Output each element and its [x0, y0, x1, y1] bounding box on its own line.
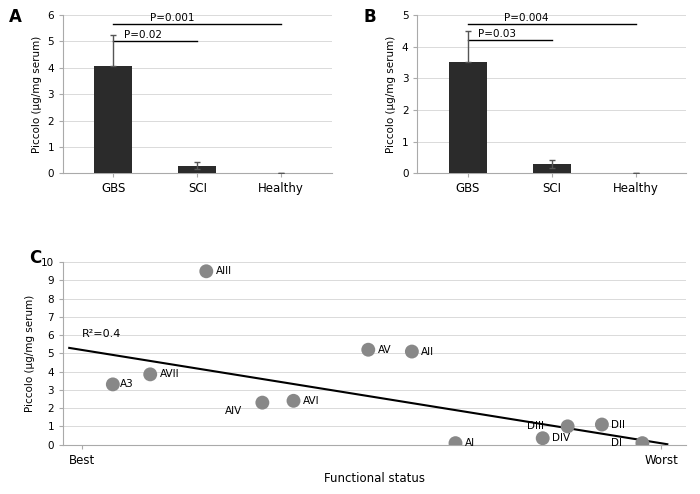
Point: [257, 399, 268, 407]
Text: P=0.03: P=0.03: [478, 29, 516, 39]
Text: DIV: DIV: [552, 433, 570, 443]
Text: AV: AV: [377, 345, 391, 355]
Text: A3: A3: [120, 379, 134, 389]
Point: [596, 420, 608, 428]
Point: [201, 267, 212, 275]
Point: [145, 370, 156, 378]
Point: [107, 380, 118, 388]
Point: [562, 422, 573, 430]
Y-axis label: Piccolo (µg/mg serum): Piccolo (µg/mg serum): [386, 36, 396, 153]
Text: AIII: AIII: [216, 266, 232, 276]
Bar: [449, 62, 486, 173]
Bar: [178, 165, 216, 173]
Text: AII: AII: [421, 347, 434, 357]
Text: B: B: [364, 8, 377, 27]
Text: A: A: [9, 8, 22, 27]
X-axis label: Functional status: Functional status: [324, 472, 425, 485]
Text: AVII: AVII: [160, 370, 179, 379]
Text: AIV: AIV: [225, 406, 242, 416]
Point: [637, 439, 648, 447]
Text: DI: DI: [611, 438, 622, 448]
Text: P=0.02: P=0.02: [124, 30, 162, 40]
Text: AVI: AVI: [303, 396, 319, 406]
Point: [288, 397, 299, 405]
Text: R²=0.4: R²=0.4: [82, 329, 121, 339]
Text: AI: AI: [465, 438, 475, 448]
Text: C: C: [29, 249, 41, 267]
Y-axis label: Piccolo (µg/mg serum): Piccolo (µg/mg serum): [32, 36, 42, 153]
Text: DIII: DIII: [527, 421, 544, 431]
Text: DII: DII: [611, 419, 625, 429]
Text: P=0.001: P=0.001: [150, 13, 195, 23]
Text: P=0.004: P=0.004: [504, 13, 549, 23]
Point: [537, 434, 548, 442]
Point: [450, 439, 461, 447]
Bar: [94, 66, 132, 173]
Point: [406, 348, 417, 356]
Bar: [533, 164, 570, 173]
Y-axis label: Piccolo (µg/mg serum): Piccolo (µg/mg serum): [25, 295, 35, 412]
Point: [363, 346, 374, 354]
